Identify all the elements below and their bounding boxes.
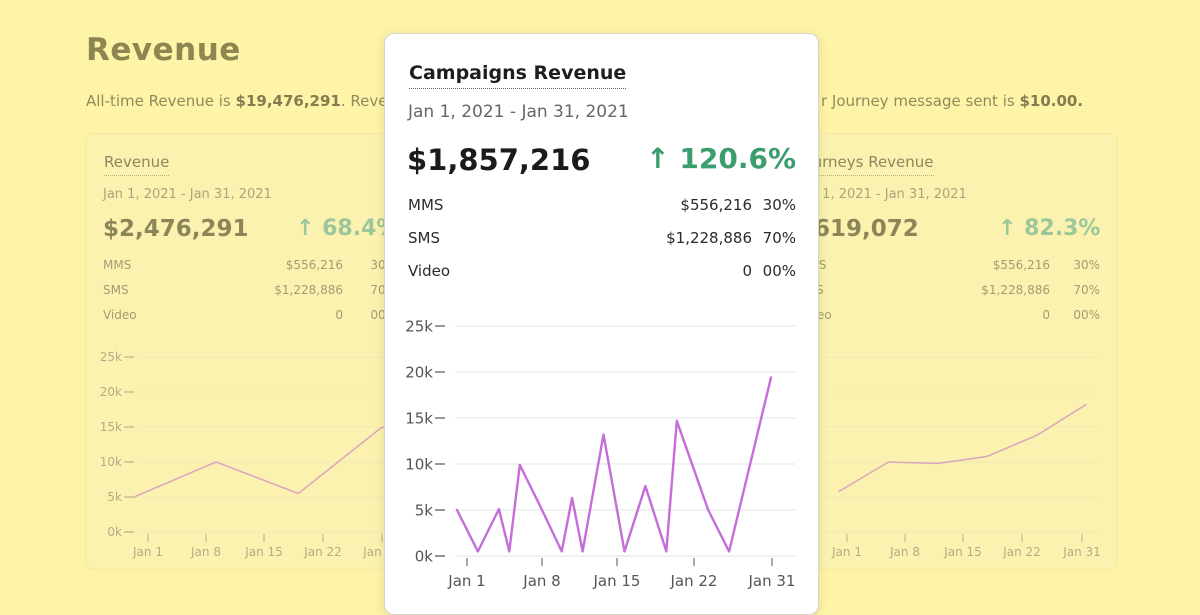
- page-title: Revenue: [86, 32, 241, 68]
- x-tick-label: Jan 8: [889, 545, 920, 559]
- y-tick-label: 10k: [100, 455, 122, 469]
- summary-amount: $19,476,291: [236, 92, 341, 110]
- revenue-card[interactable]: Revenue Jan 1, 2021 - Jan 31, 2021 $2,47…: [85, 133, 407, 570]
- x-tick-label: Jan 8: [190, 545, 221, 559]
- x-tick-label: Jan 1: [447, 572, 485, 590]
- y-tick-label: 25k: [100, 350, 122, 364]
- y-tick-label: 20k: [100, 385, 122, 399]
- x-tick-label: Jan 15: [593, 572, 641, 590]
- y-tick-label: 0k: [107, 525, 122, 539]
- y-tick-label: 15k: [405, 409, 433, 427]
- y-tick-label: 10k: [405, 455, 433, 473]
- summary-right: r Journey message sent is $10.00.: [821, 92, 1083, 110]
- summary-right-amount: $10.00.: [1019, 92, 1083, 110]
- x-tick-label: Jan 1: [132, 545, 163, 559]
- y-tick-label: 5k: [415, 501, 434, 519]
- x-tick-label: Jan 22: [303, 545, 342, 559]
- summary-prefix: All-time Revenue is: [86, 92, 236, 110]
- campaigns-revenue-line-chart: 25k 20k 15k 10k 5k 0k Jan 1 Jan 8 Jan 15 Jan 22 Ja…: [385, 34, 818, 614]
- y-tick-label: 15k: [100, 420, 122, 434]
- x-tick-label: Jan 15: [244, 545, 283, 559]
- x-tick-label: Jan 22: [1002, 545, 1041, 559]
- revenue-series-line: [839, 405, 1086, 492]
- x-tick-label: Jan 15: [943, 545, 982, 559]
- x-tick-label: Jan 22: [670, 572, 718, 590]
- x-tick-label: Jan 31: [1062, 545, 1101, 559]
- y-tick-label: 0k: [415, 547, 434, 565]
- x-tick-label: Jan 1: [831, 545, 862, 559]
- summary-right-prefix: r Journey message sent is: [821, 92, 1019, 110]
- y-tick-label: 5k: [107, 490, 122, 504]
- y-tick-label: 25k: [405, 317, 433, 335]
- journeys-revenue-card[interactable]: Journeys Revenue Jan 1, 2021 - Jan 31, 2…: [780, 133, 1118, 570]
- campaigns-revenue-card[interactable]: Campaigns Revenue Jan 1, 2021 - Jan 31, …: [384, 33, 819, 615]
- x-tick-label: Jan 8: [522, 572, 560, 590]
- x-tick-label: Jan 31: [748, 572, 796, 590]
- revenue-series-line: [134, 392, 406, 497]
- y-tick-label: 20k: [405, 363, 433, 381]
